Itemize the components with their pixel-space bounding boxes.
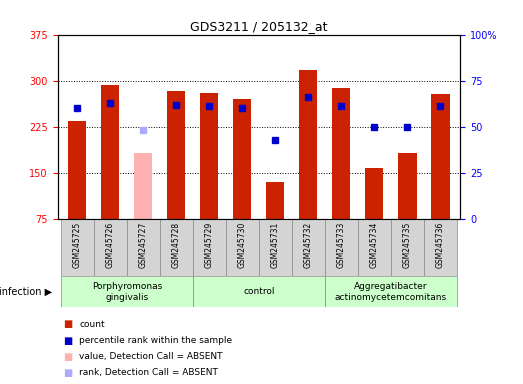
Bar <box>160 219 193 276</box>
Bar <box>399 152 416 219</box>
Bar <box>226 219 259 276</box>
Text: GSM245730: GSM245730 <box>238 222 247 268</box>
Bar <box>61 276 193 307</box>
Bar <box>325 219 358 276</box>
Text: control: control <box>243 287 275 296</box>
Bar <box>127 219 160 276</box>
Bar <box>193 276 325 307</box>
Bar <box>391 219 424 276</box>
Text: infection ▶: infection ▶ <box>0 287 52 297</box>
Bar <box>69 121 86 219</box>
Bar <box>431 94 449 219</box>
Text: count: count <box>79 320 105 329</box>
Bar <box>200 93 219 219</box>
Text: percentile rank within the sample: percentile rank within the sample <box>79 336 233 345</box>
Text: GSM245736: GSM245736 <box>436 222 445 268</box>
Bar <box>167 91 186 219</box>
Bar <box>61 219 94 276</box>
Text: value, Detection Call = ABSENT: value, Detection Call = ABSENT <box>79 352 223 361</box>
Bar <box>366 169 383 219</box>
Text: GSM245725: GSM245725 <box>73 222 82 268</box>
Text: GSM245726: GSM245726 <box>106 222 115 268</box>
Text: GSM245735: GSM245735 <box>403 222 412 268</box>
Text: ■: ■ <box>63 336 72 346</box>
Text: rank, Detection Call = ABSENT: rank, Detection Call = ABSENT <box>79 368 219 377</box>
Bar <box>424 219 457 276</box>
Text: ■: ■ <box>63 352 72 362</box>
Bar <box>358 219 391 276</box>
Text: ■: ■ <box>63 319 72 329</box>
Bar <box>332 88 350 219</box>
Text: Aggregatibacter
actinomycetemcomitans: Aggregatibacter actinomycetemcomitans <box>335 282 447 301</box>
Bar <box>193 219 226 276</box>
Bar <box>134 152 152 219</box>
Text: GSM245728: GSM245728 <box>172 222 181 268</box>
Text: ■: ■ <box>63 368 72 378</box>
Text: GSM245731: GSM245731 <box>271 222 280 268</box>
Bar <box>94 219 127 276</box>
Bar <box>101 85 119 219</box>
Text: GSM245729: GSM245729 <box>205 222 214 268</box>
Title: GDS3211 / 205132_at: GDS3211 / 205132_at <box>190 20 327 33</box>
Bar <box>292 219 325 276</box>
Bar <box>266 182 285 219</box>
Bar <box>325 276 457 307</box>
Bar <box>259 219 292 276</box>
Bar <box>299 70 317 219</box>
Text: GSM245734: GSM245734 <box>370 222 379 268</box>
Text: GSM245732: GSM245732 <box>304 222 313 268</box>
Bar <box>233 99 252 219</box>
Text: GSM245727: GSM245727 <box>139 222 148 268</box>
Text: GSM245733: GSM245733 <box>337 222 346 268</box>
Text: Porphyromonas
gingivalis: Porphyromonas gingivalis <box>92 282 162 301</box>
